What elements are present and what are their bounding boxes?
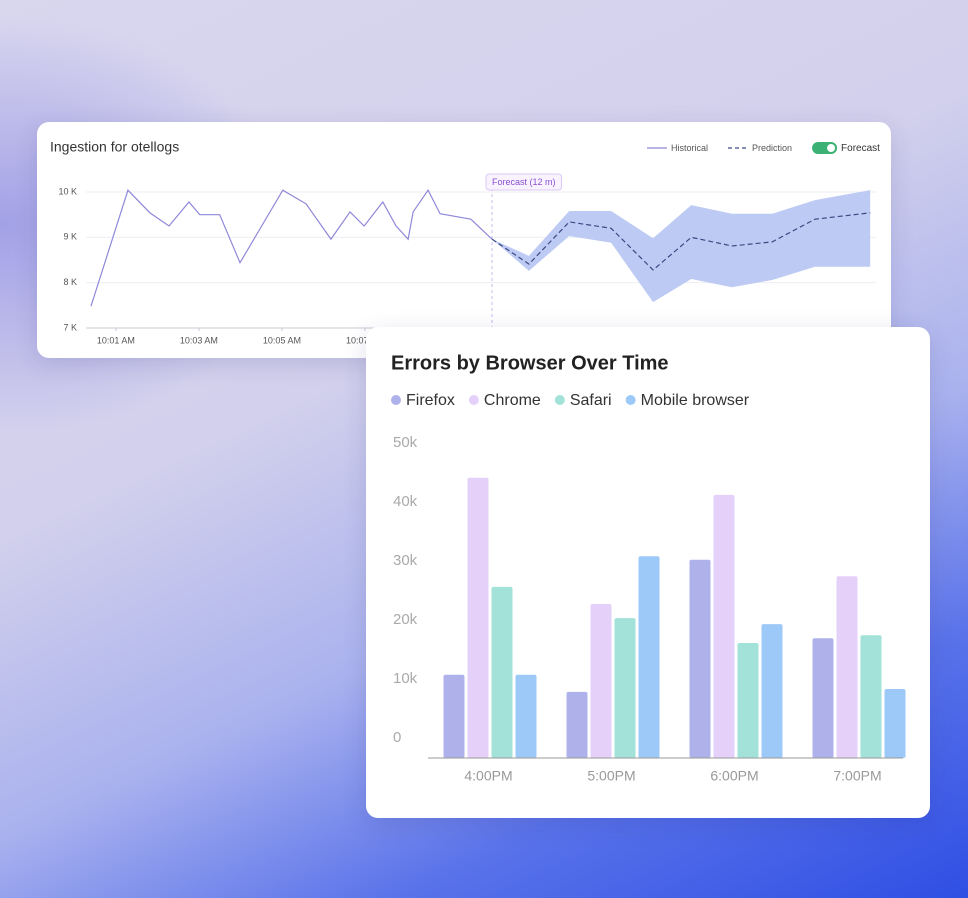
x-tick-label: 4:00PM (464, 768, 512, 784)
errors-chart: Errors by Browser Over Time Firefox Chrome… (391, 352, 906, 784)
bar (491, 586, 513, 758)
y-tick-label: 0 (393, 729, 401, 746)
chart-title: Ingestion for otellogs (50, 139, 179, 155)
legend-dot (391, 395, 401, 405)
bar (836, 576, 858, 758)
legend-label: Prediction (752, 143, 792, 153)
bar (812, 638, 834, 758)
legend-label: Historical (671, 143, 708, 153)
bar (689, 559, 711, 758)
legend-dot (468, 395, 479, 405)
series-line (491, 212, 871, 271)
legend-label: Chrome (484, 392, 541, 409)
bar (860, 635, 882, 758)
bar (614, 618, 636, 758)
x-tick-label: 10:07 AM (346, 335, 384, 345)
bar (713, 494, 735, 758)
x-tick-label: 10:03 AM (180, 335, 218, 345)
y-tick-label: 20k (393, 611, 418, 628)
x-tick-label: 5:00PM (587, 768, 635, 784)
x-tick-label: 6:00PM (710, 768, 758, 784)
bar (566, 691, 588, 758)
bar (884, 688, 906, 758)
toggle-label: Forecast (841, 143, 880, 154)
bar (590, 604, 612, 758)
bar (467, 477, 489, 758)
legend-label: Firefox (406, 392, 455, 409)
ingestion-card: Ingestion for otellogs 7 K 8 K 9 K 10 K 10:01… (37, 122, 891, 358)
legend-dot (625, 395, 636, 405)
y-tick-label: 10k (393, 670, 418, 687)
toggle-knob[interactable] (827, 144, 836, 152)
errors-card: Errors by Browser Over Time Firefox Chrome… (366, 327, 930, 818)
legend-label: Mobile browser (641, 392, 750, 409)
bar (638, 556, 660, 758)
series-line (90, 189, 493, 307)
y-tick-label: 30k (393, 552, 418, 569)
x-tick-label: 10:05 AM (263, 335, 301, 345)
y-tick-label: 50k (393, 434, 418, 451)
legend-dot (554, 395, 565, 405)
y-tick-label: 7 K (63, 322, 77, 332)
chart-title: Errors by Browser Over Time (391, 352, 669, 374)
y-tick-label: 8 K (63, 277, 77, 287)
legend-label: Safari (570, 392, 612, 409)
forecast-label: Forecast (12 m) (492, 177, 556, 187)
y-tick-label: 10 K (58, 186, 77, 196)
bar (443, 674, 465, 758)
bar (761, 624, 783, 758)
x-tick-label: 7:00PM (833, 768, 881, 784)
bar (515, 674, 537, 758)
x-tick-label: 10:01 AM (97, 335, 135, 345)
y-tick-label: 40k (393, 493, 418, 510)
bar (737, 642, 759, 758)
y-tick-label: 9 K (63, 232, 77, 242)
ingestion-chart: Ingestion for otellogs 7 K 8 K 9 K 10 K 10:01… (50, 139, 880, 346)
forecast-label-box (485, 173, 563, 191)
